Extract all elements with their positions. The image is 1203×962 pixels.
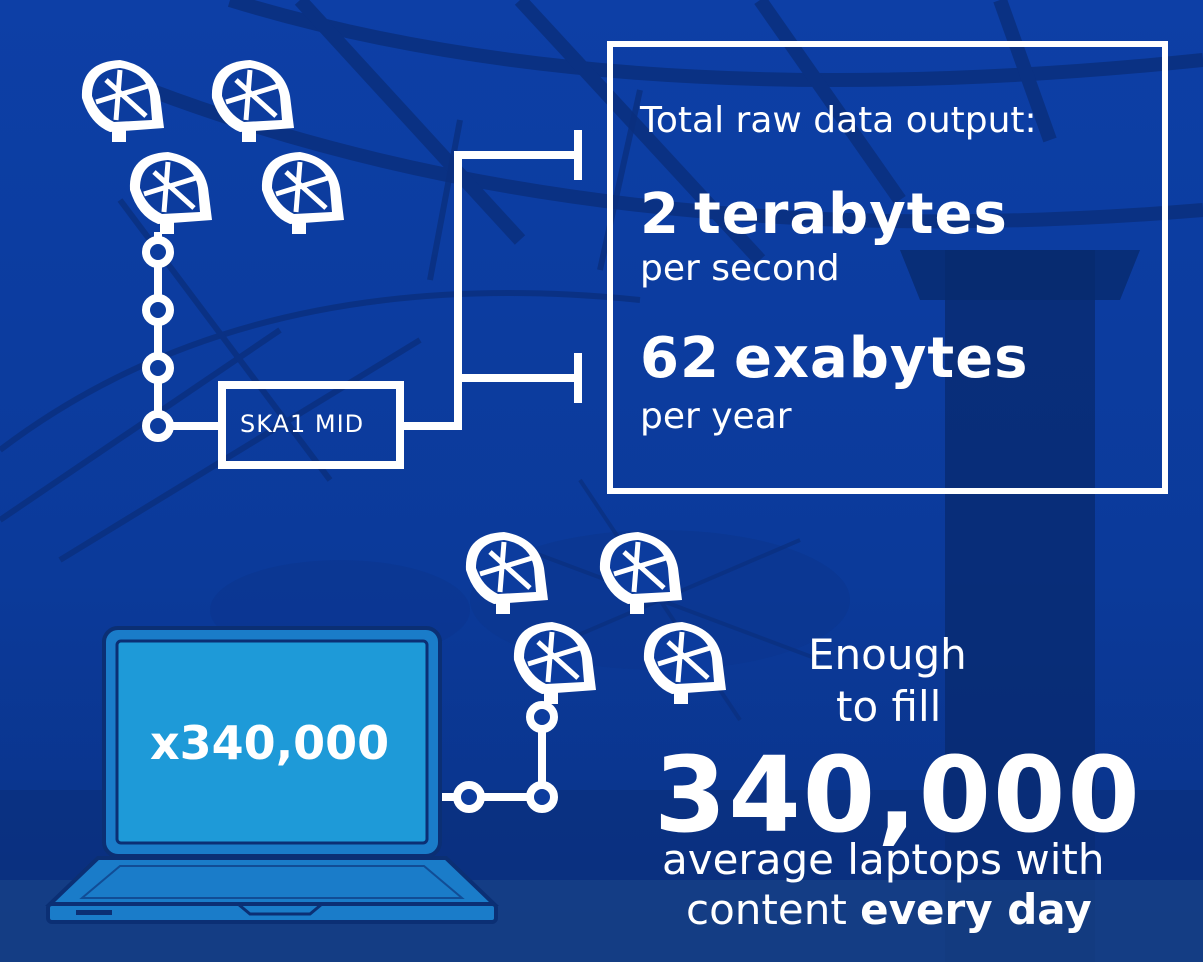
laptop-icon bbox=[45, 626, 499, 924]
rate-figure: 2 terabytes bbox=[640, 182, 1008, 247]
radio-dish-icon bbox=[212, 60, 294, 142]
fill-line-1: Enough bbox=[808, 630, 967, 679]
laptop-multiplier: x340,000 bbox=[150, 716, 390, 770]
annual-unit: exabytes bbox=[733, 326, 1029, 391]
annual-period: per year bbox=[640, 396, 792, 437]
radio-dish-icon bbox=[82, 60, 164, 142]
annual-value: 62 bbox=[640, 326, 720, 391]
fill-line-2: to fill bbox=[836, 682, 942, 731]
fill-line-4-plain: content bbox=[686, 885, 861, 934]
output-box-title: Total raw data output: bbox=[640, 100, 1037, 141]
fill-line-4-bold: every day bbox=[860, 885, 1092, 934]
radio-dish-icon bbox=[262, 152, 344, 234]
radio-dish-icon bbox=[644, 622, 726, 704]
fill-line-3: average laptops with bbox=[662, 835, 1105, 884]
rate-period: per second bbox=[640, 248, 840, 289]
rate-unit: terabytes bbox=[693, 182, 1008, 247]
annual-figure: 62 exabytes bbox=[640, 326, 1029, 391]
output-box-border bbox=[607, 41, 1168, 494]
radio-dish-icon bbox=[600, 532, 682, 614]
radio-dish-icon bbox=[514, 622, 596, 704]
radio-dish-icon bbox=[130, 152, 212, 234]
bottom-connector bbox=[440, 701, 558, 813]
laptop-count: 340,000 bbox=[654, 734, 1142, 856]
ska-label: SKA1 MID bbox=[240, 410, 365, 438]
top-connector bbox=[142, 130, 582, 469]
radio-dish-icon bbox=[466, 532, 548, 614]
fill-line-4: content every day bbox=[686, 884, 1092, 936]
rate-value: 2 bbox=[640, 182, 680, 247]
